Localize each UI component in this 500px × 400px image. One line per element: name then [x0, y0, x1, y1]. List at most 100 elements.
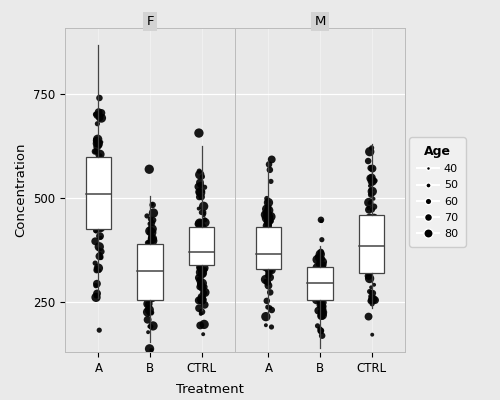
Point [267, 245, 275, 251]
Point [148, 274, 156, 281]
Point [365, 199, 373, 206]
Point [318, 288, 326, 295]
Point [146, 307, 154, 313]
Point [318, 285, 326, 291]
Point [93, 203, 101, 210]
Point [313, 256, 321, 263]
Point [98, 248, 106, 255]
Point [144, 292, 152, 299]
Point [149, 269, 157, 276]
Bar [188, 227, 214, 265]
Point [201, 266, 209, 273]
Point [369, 226, 377, 232]
Point [148, 281, 156, 288]
Point [266, 304, 274, 311]
Point [262, 225, 270, 232]
Point [96, 268, 104, 274]
Point [264, 254, 272, 260]
Point [96, 206, 104, 213]
Point [144, 301, 152, 308]
Point [91, 186, 99, 192]
Point [318, 332, 326, 339]
Point [149, 323, 157, 329]
Point [148, 201, 156, 208]
Point [148, 294, 156, 301]
Point [96, 251, 104, 257]
Point [96, 327, 104, 333]
Point [262, 245, 270, 251]
Point [262, 210, 270, 216]
Point [264, 263, 272, 269]
Point [368, 220, 376, 226]
Point [144, 309, 152, 315]
Point [268, 250, 276, 257]
Point [145, 354, 153, 360]
Point [198, 282, 206, 288]
Point [367, 191, 375, 198]
Point [198, 174, 206, 180]
Point [368, 296, 376, 302]
Point [317, 217, 325, 223]
Point [98, 200, 106, 207]
Point [146, 256, 154, 262]
Point [264, 239, 272, 245]
Point [366, 215, 374, 222]
Point [263, 212, 271, 219]
Point [94, 175, 102, 181]
Point [266, 269, 274, 276]
Point [312, 271, 320, 277]
Point [146, 283, 154, 289]
Point [96, 142, 104, 149]
Point [370, 220, 378, 226]
Point [96, 95, 104, 101]
Point [367, 262, 375, 268]
Point [197, 281, 205, 288]
Point [199, 331, 207, 338]
Point [93, 180, 101, 186]
Point [368, 226, 376, 233]
Point [318, 309, 326, 316]
Point [264, 204, 272, 210]
Point [264, 279, 272, 286]
Point [314, 323, 322, 329]
Point [200, 290, 208, 296]
Point [198, 273, 206, 280]
Point [98, 191, 106, 197]
Point [96, 244, 104, 250]
Point [200, 252, 208, 258]
Point [96, 233, 104, 239]
Point [146, 274, 154, 281]
Point [366, 298, 374, 304]
Point [92, 185, 100, 192]
Point [148, 273, 156, 279]
Point [146, 228, 154, 234]
Point [96, 195, 104, 201]
Point [200, 212, 208, 218]
Point [317, 313, 325, 319]
Point [318, 302, 326, 309]
Point [196, 172, 203, 178]
Point [144, 266, 152, 272]
Point [145, 295, 153, 302]
Point [367, 284, 375, 290]
Point [367, 293, 375, 300]
Point [194, 249, 202, 255]
Point [148, 220, 156, 226]
Point [198, 280, 206, 286]
Point [368, 248, 376, 255]
Point [98, 219, 106, 226]
Point [261, 259, 269, 265]
Point [96, 215, 104, 221]
Point [91, 148, 99, 155]
Point [367, 198, 375, 205]
Point [364, 270, 372, 277]
Point [316, 302, 324, 308]
Point [143, 294, 151, 301]
Point [318, 266, 326, 272]
Point [263, 195, 271, 202]
Point [200, 237, 208, 244]
Point [200, 230, 207, 237]
Point [148, 238, 156, 244]
Point [92, 267, 100, 273]
Point [144, 301, 152, 307]
